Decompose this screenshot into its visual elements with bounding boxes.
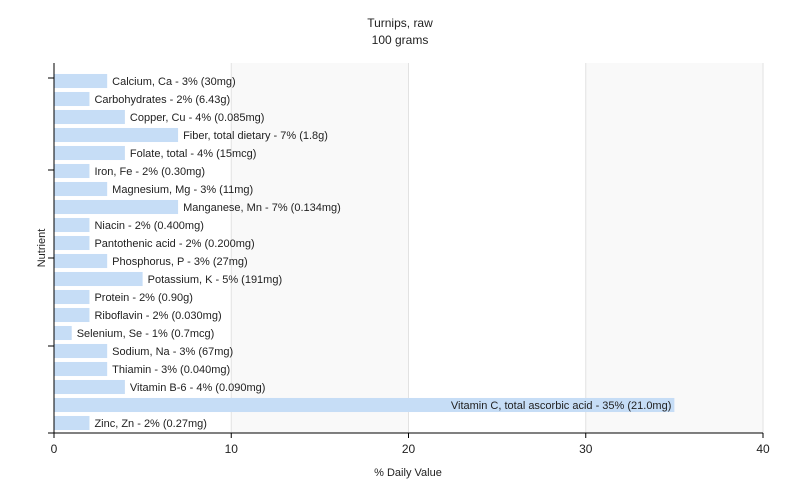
bar — [54, 307, 90, 323]
bar-label: Pantothenic acid - 2% (0.200mg) — [94, 238, 254, 250]
plot-band — [231, 63, 409, 433]
plot-area — [54, 63, 763, 433]
plot-band — [585, 63, 763, 433]
x-tick-label: 20 — [402, 442, 416, 456]
bar-label: Magnesium, Mg - 3% (11mg) — [112, 184, 253, 196]
bar — [54, 73, 108, 89]
bar-label: Selenium, Se - 1% (0.7mcg) — [77, 328, 215, 340]
bar-label: Iron, Fe - 2% (0.30mg) — [94, 166, 205, 178]
axes: 0 10 20 30 40 — [48, 63, 770, 456]
bar-label: Calcium, Ca - 3% (30mg) — [112, 76, 235, 88]
bar-label: Vitamin C, total ascorbic acid - 35% (21… — [451, 400, 672, 412]
bar-label: Protein - 2% (0.90g) — [94, 292, 192, 304]
bar — [54, 127, 179, 143]
bar — [54, 163, 90, 179]
chart-title: Turnips, raw — [367, 16, 433, 30]
bar — [54, 235, 90, 251]
bar — [54, 217, 90, 233]
bar-label: Phosphorus, P - 3% (27mg) — [112, 256, 248, 268]
bar — [54, 397, 675, 413]
bar — [54, 271, 143, 287]
bar-label: Vitamin B-6 - 4% (0.090mg) — [130, 382, 266, 394]
bar-label: Zinc, Zn - 2% (0.27mg) — [94, 418, 206, 430]
plot-band — [408, 63, 586, 433]
bar — [54, 361, 108, 377]
bar — [54, 91, 90, 107]
bar-label: Riboflavin - 2% (0.030mg) — [94, 310, 221, 322]
bar — [54, 343, 108, 359]
bar-label: Fiber, total dietary - 7% (1.8g) — [183, 130, 328, 142]
bar — [54, 379, 125, 395]
x-tick-label: 10 — [225, 442, 239, 456]
x-tick-label: 40 — [756, 442, 770, 456]
bar — [54, 109, 125, 125]
bar-label: Manganese, Mn - 7% (0.134mg) — [183, 202, 341, 214]
gridlines — [230, 63, 764, 433]
bar — [54, 199, 179, 215]
bar-label: Folate, total - 4% (15mcg) — [130, 148, 257, 160]
x-tick-label: 0 — [51, 442, 58, 456]
bar — [54, 253, 108, 269]
bar — [54, 181, 108, 197]
bar-label: Copper, Cu - 4% (0.085mg) — [130, 112, 265, 124]
bar-series: Calcium, Ca - 3% (30mg) Carbohydrates - 2… — [54, 73, 675, 431]
x-tick-label: 30 — [579, 442, 593, 456]
bar-label: Niacin - 2% (0.400mg) — [94, 220, 203, 232]
chart-subtitle: 100 grams — [372, 33, 429, 47]
bar — [54, 325, 72, 341]
bar-label: Thiamin - 3% (0.040mg) — [112, 364, 230, 376]
bar-label: Carbohydrates - 2% (6.43g) — [94, 94, 230, 106]
bar — [54, 415, 90, 431]
y-axis-title: Nutrient — [36, 229, 48, 268]
bar-label: Potassium, K - 5% (191mg) — [148, 274, 283, 286]
bar — [54, 145, 125, 161]
x-axis-title: % Daily Value — [374, 467, 442, 479]
bar — [54, 289, 90, 305]
bar-label: Sodium, Na - 3% (67mg) — [112, 346, 233, 358]
